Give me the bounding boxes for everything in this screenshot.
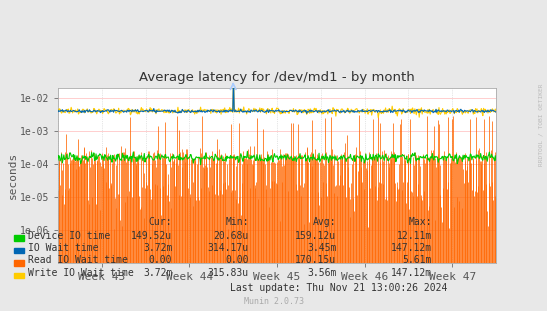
Text: Max:: Max: — [409, 217, 432, 227]
Text: 5.61m: 5.61m — [403, 255, 432, 265]
Text: Last update: Thu Nov 21 13:00:26 2024: Last update: Thu Nov 21 13:00:26 2024 — [230, 283, 448, 293]
Text: 147.12m: 147.12m — [391, 268, 432, 278]
Text: 12.11m: 12.11m — [397, 230, 432, 240]
Text: 315.83u: 315.83u — [208, 268, 249, 278]
Text: 149.52u: 149.52u — [131, 230, 172, 240]
Text: Cur:: Cur: — [149, 217, 172, 227]
Text: 3.56m: 3.56m — [307, 268, 336, 278]
Text: 3.45m: 3.45m — [307, 243, 336, 253]
Text: 0.00: 0.00 — [225, 255, 249, 265]
Text: Device IO time: Device IO time — [28, 230, 110, 240]
Text: IO Wait time: IO Wait time — [28, 243, 98, 253]
Text: Write IO Wait time: Write IO Wait time — [28, 268, 133, 278]
Text: 147.12m: 147.12m — [391, 243, 432, 253]
Text: 170.15u: 170.15u — [295, 255, 336, 265]
Text: RRDTOOL / TOBI OETIKER: RRDTOOL / TOBI OETIKER — [538, 83, 543, 166]
Text: Min:: Min: — [225, 217, 249, 227]
Text: Read IO Wait time: Read IO Wait time — [28, 255, 128, 265]
Y-axis label: seconds: seconds — [8, 152, 18, 199]
Text: Avg:: Avg: — [313, 217, 336, 227]
Text: 0.00: 0.00 — [149, 255, 172, 265]
Text: Munin 2.0.73: Munin 2.0.73 — [243, 297, 304, 306]
Text: 3.72m: 3.72m — [143, 268, 172, 278]
Title: Average latency for /dev/md1 - by month: Average latency for /dev/md1 - by month — [139, 71, 415, 84]
Text: 314.17u: 314.17u — [208, 243, 249, 253]
Text: 159.12u: 159.12u — [295, 230, 336, 240]
Text: 3.72m: 3.72m — [143, 243, 172, 253]
Text: 20.68u: 20.68u — [214, 230, 249, 240]
